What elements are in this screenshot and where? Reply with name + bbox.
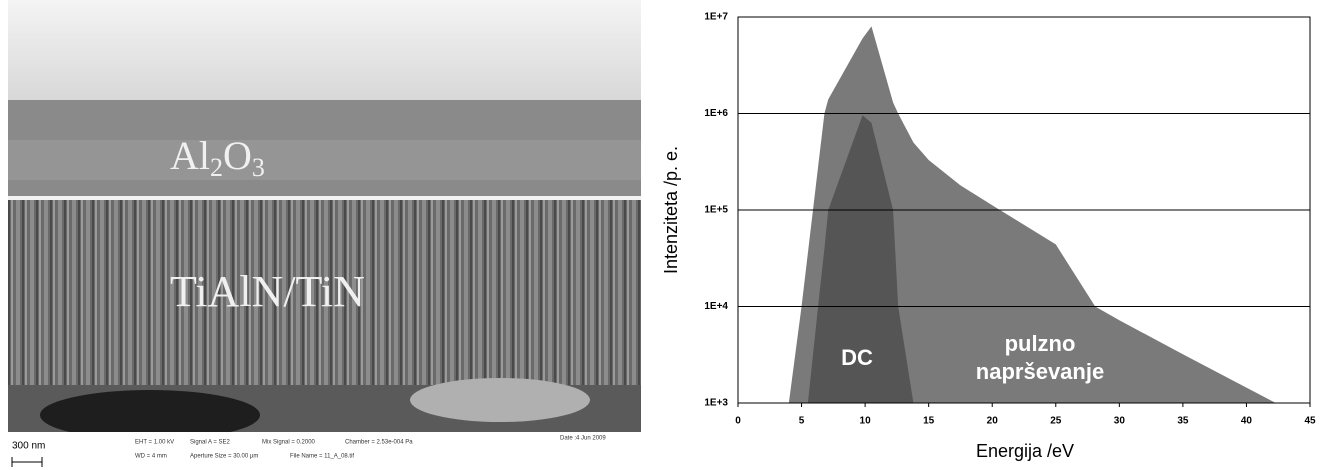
info: Mix Signal = 0.2000 bbox=[262, 440, 316, 446]
figure-svg: Al2O3 TiAlN/TiN 300 nm EHT = 1.00 kV Sig… bbox=[0, 0, 1323, 470]
y-tick-label: 1E+3 bbox=[704, 398, 728, 409]
label-part: Al bbox=[170, 133, 210, 178]
info: WD = 4 mm bbox=[135, 454, 167, 460]
x-tick-label: 45 bbox=[1304, 416, 1316, 427]
figure: Al2O3 TiAlN/TiN 300 nm EHT = 1.00 kV Sig… bbox=[0, 0, 1323, 470]
x-tick-label: 5 bbox=[799, 416, 805, 427]
x-axis-label: Energija /eV bbox=[976, 441, 1074, 461]
series-label: pulzno naprševanje bbox=[965, 330, 1115, 386]
x-tick-label: 20 bbox=[987, 416, 999, 427]
x-tick-label: 35 bbox=[1177, 416, 1189, 427]
sem-image bbox=[8, 0, 641, 470]
info: File Name = 11_A_08.tif bbox=[290, 454, 354, 460]
info: EHT = 1.00 kV bbox=[135, 440, 174, 446]
series-label: DC bbox=[812, 344, 902, 372]
label-sub: 2 bbox=[210, 153, 223, 182]
y-tick-label: 1E+7 bbox=[704, 12, 728, 23]
x-tick-label: 30 bbox=[1114, 416, 1126, 427]
info: Date :4 Jun 2009 bbox=[560, 436, 606, 442]
layer-label: TiAlN/TiN bbox=[170, 267, 365, 316]
x-tick-label: 10 bbox=[860, 416, 872, 427]
label-sub: 3 bbox=[252, 153, 265, 182]
x-tick-label: 25 bbox=[1050, 416, 1062, 427]
x-tick-label: 0 bbox=[735, 416, 741, 427]
y-tick-label: 1E+4 bbox=[704, 301, 728, 312]
info: Signal A = SE2 bbox=[190, 440, 231, 446]
scale-bar: 300 nm bbox=[12, 441, 45, 452]
label-part: O bbox=[223, 133, 252, 178]
y-axis-label: Intenziteta /p. e. bbox=[661, 146, 681, 274]
x-tick-label: 15 bbox=[923, 416, 935, 427]
y-tick-label: 1E+6 bbox=[704, 108, 728, 119]
x-tick-label: 40 bbox=[1241, 416, 1253, 427]
info: Chamber = 2.53e-004 Pa bbox=[345, 440, 413, 446]
info: Aperture Size = 30.00 µm bbox=[190, 454, 258, 460]
y-tick-label: 1E+5 bbox=[704, 205, 728, 216]
